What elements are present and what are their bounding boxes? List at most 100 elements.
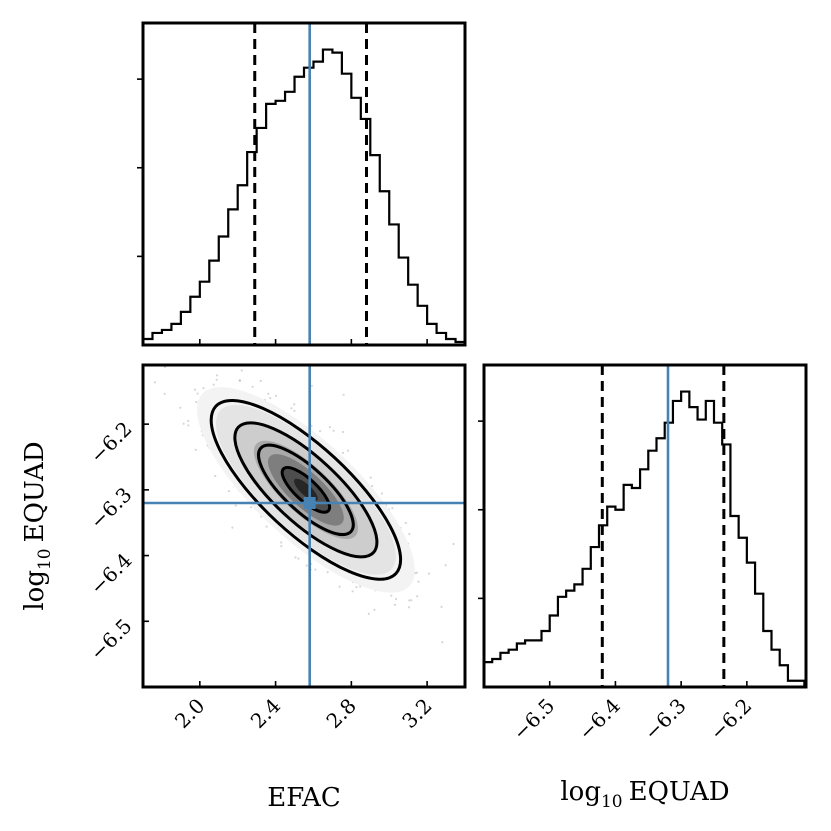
equad-histogram-bin	[698, 420, 706, 687]
scatter-point	[280, 541, 283, 544]
scatter-point	[338, 585, 341, 588]
efac-x-tick-label: 3.2	[397, 694, 436, 733]
scatter-point	[373, 608, 376, 611]
efac-histogram-bin	[332, 53, 341, 345]
scatter-point	[346, 449, 350, 452]
scatter-point	[414, 572, 417, 575]
equad-histogram-bin	[509, 650, 517, 687]
efac-histogram-bin	[380, 191, 389, 345]
efac-histogram-bin	[418, 306, 427, 345]
equad-histogram-bin	[607, 507, 615, 687]
efac-histogram-bin	[285, 92, 294, 345]
equad-y-tick-label: −6.3	[85, 482, 136, 533]
scatter-point	[194, 357, 196, 359]
equad-histogram-bin	[689, 407, 697, 687]
efac-histogram-bin	[162, 330, 171, 345]
truth-marker	[303, 497, 316, 509]
scatter-point	[239, 379, 242, 382]
efac-histogram-bin	[171, 324, 180, 345]
equad-histogram-bin	[763, 631, 771, 687]
scatter-point	[441, 641, 444, 644]
scatter-point	[355, 586, 358, 589]
equad-histogram-frame	[482, 363, 808, 689]
scatter-point	[275, 394, 278, 397]
x-axis-title-efac: EFAC	[267, 783, 340, 813]
efac-histogram-bin	[437, 333, 446, 345]
scatter-point	[305, 564, 308, 567]
efac-histogram-bin	[399, 258, 408, 345]
equad-histogram-bin	[517, 643, 525, 687]
scatter-point	[182, 422, 185, 425]
equad-x-tick-label: −6.4	[574, 694, 625, 745]
equad-histogram-bin	[525, 640, 533, 687]
efac-histogram-bin	[323, 50, 332, 345]
efac-histogram-bin	[190, 297, 199, 345]
efac-equad-density-panel: 2.0 2.4 2.8 3.2 −6.2 −6.3 −6.4 −6.5	[85, 357, 467, 733]
scatter-point	[207, 359, 209, 361]
scatter-point	[381, 492, 384, 495]
equad-histogram-bin	[566, 591, 574, 687]
scatter-point	[371, 484, 374, 488]
equad-histogram-bin	[583, 569, 591, 687]
equad-histogram-bin	[542, 631, 550, 687]
equad-y-tick-label: −6.5	[85, 614, 136, 665]
efac-histogram-bin	[209, 261, 218, 345]
scatter-point	[391, 507, 394, 510]
scatter-point	[359, 585, 362, 588]
efac-x-tick-label: 2.0	[170, 694, 209, 733]
scatter-point	[231, 526, 234, 529]
equad-histogram-bin	[755, 594, 763, 687]
equad-histogram-bin	[632, 488, 640, 687]
equad-histogram-bin	[624, 485, 632, 687]
equad-histogram-bin	[730, 516, 738, 687]
scatter-point	[215, 378, 218, 381]
scatter-point	[393, 603, 396, 607]
scatter-point	[328, 426, 332, 429]
scatter-point	[452, 542, 455, 546]
equad-histogram-bin	[500, 653, 508, 687]
efac-histogram-bin	[266, 104, 275, 345]
scatter-point	[202, 387, 205, 390]
scatter-point	[269, 397, 272, 400]
efac-histogram-panel	[137, 21, 467, 347]
scatter-point	[214, 474, 217, 478]
density-frame	[141, 363, 467, 689]
equad-histogram-bin	[550, 615, 558, 687]
efac-histogram-step	[143, 48, 465, 345]
equad-histogram-bin	[640, 469, 648, 687]
equad-x-tick-label: −6.5	[508, 694, 559, 745]
equad-y-tick-label: −6.4	[85, 548, 136, 599]
density-level	[294, 478, 318, 502]
equad-histogram-bin	[681, 392, 689, 687]
scatter-point	[238, 379, 241, 382]
efac-histogram-bin	[200, 282, 209, 345]
scatter-point	[193, 388, 197, 391]
equad-histogram-bin	[558, 597, 566, 687]
efac-histogram-bin	[152, 333, 161, 345]
scatter-point	[404, 521, 407, 525]
equad-histogram-bin	[673, 401, 681, 687]
scatter-point	[394, 597, 398, 601]
equad-histogram-bin	[772, 650, 780, 687]
scatter-point	[427, 572, 431, 575]
scatter-point	[249, 506, 252, 509]
equad-histogram-bin	[706, 401, 714, 687]
equad-histogram-bin	[714, 423, 722, 687]
efac-histogram-bin	[295, 77, 304, 345]
scatter-point	[196, 392, 199, 395]
equad-histogram-bin	[739, 538, 747, 687]
efac-histogram-bin	[313, 62, 322, 345]
scatter-point	[390, 594, 393, 597]
scatter-point	[351, 590, 354, 593]
equad-histogram-bin	[780, 665, 788, 687]
scatter-point	[215, 374, 219, 377]
scatter-point	[332, 429, 335, 432]
efac-histogram-bin	[370, 155, 379, 345]
equad-histogram-bin	[591, 547, 599, 687]
efac-histogram-bin	[408, 285, 417, 345]
scatter-point	[297, 557, 300, 560]
efac-histogram-bin	[219, 236, 228, 345]
x-axis-title-log-equad: log10 EQUAD	[560, 777, 729, 812]
scatter-point	[415, 571, 418, 574]
scatter-point	[294, 556, 297, 559]
